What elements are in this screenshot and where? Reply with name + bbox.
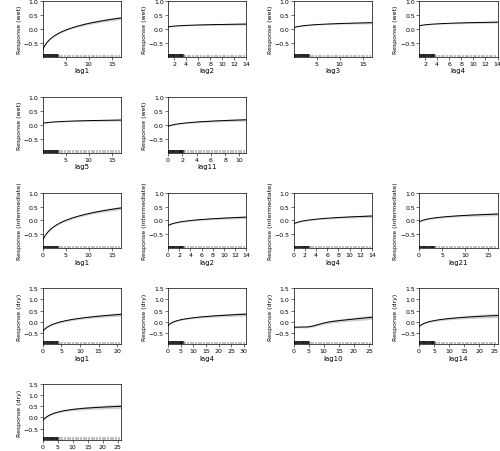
X-axis label: lag21: lag21: [448, 259, 468, 265]
Y-axis label: Response (wet): Response (wet): [268, 6, 273, 54]
Y-axis label: Response (dry): Response (dry): [394, 293, 398, 340]
Y-axis label: Response (wet): Response (wet): [142, 6, 148, 54]
Y-axis label: Response (wet): Response (wet): [142, 101, 148, 150]
X-axis label: lag10: lag10: [323, 355, 342, 361]
X-axis label: lag1: lag1: [74, 68, 90, 74]
X-axis label: lag2: lag2: [200, 68, 214, 74]
X-axis label: lag11: lag11: [198, 164, 217, 170]
X-axis label: lag2: lag2: [200, 259, 214, 265]
X-axis label: lag19: lag19: [72, 450, 92, 451]
X-axis label: lag3: lag3: [325, 68, 340, 74]
X-axis label: lag5: lag5: [74, 164, 89, 170]
Y-axis label: Response (wet): Response (wet): [17, 6, 22, 54]
Y-axis label: Response (dry): Response (dry): [142, 293, 148, 340]
X-axis label: lag1: lag1: [74, 355, 90, 361]
Y-axis label: Response (intermediate): Response (intermediate): [17, 182, 22, 260]
Y-axis label: Response (intermediate): Response (intermediate): [268, 182, 273, 260]
Y-axis label: Response (dry): Response (dry): [17, 293, 22, 340]
Y-axis label: Response (dry): Response (dry): [17, 388, 22, 436]
X-axis label: lag4: lag4: [326, 259, 340, 265]
Y-axis label: Response (intermediate): Response (intermediate): [142, 182, 148, 260]
Y-axis label: Response (wet): Response (wet): [17, 101, 22, 150]
X-axis label: lag4: lag4: [200, 355, 214, 361]
Y-axis label: Response (intermediate): Response (intermediate): [394, 182, 398, 260]
X-axis label: lag1: lag1: [74, 259, 90, 265]
X-axis label: lag4: lag4: [451, 68, 466, 74]
X-axis label: lag14: lag14: [448, 355, 468, 361]
Y-axis label: Response (dry): Response (dry): [268, 293, 273, 340]
Y-axis label: Response (wet): Response (wet): [394, 6, 398, 54]
